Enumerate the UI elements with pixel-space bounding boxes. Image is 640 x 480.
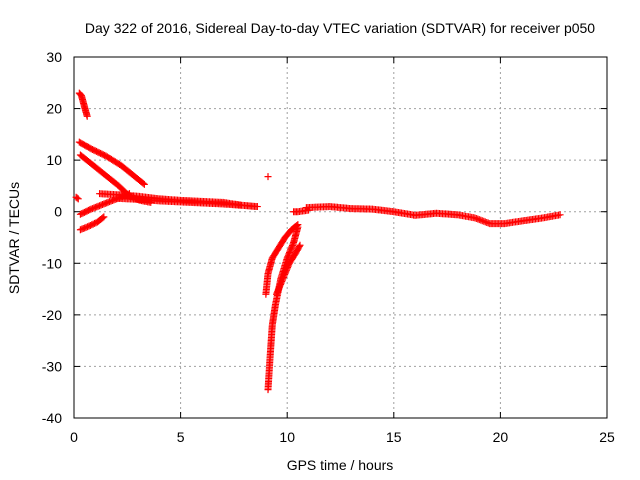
data-point [296,241,304,249]
y-tick-label: -40 [42,410,62,426]
x-tick-labels: 0 5 10 15 20 25 [70,429,615,445]
x-tick-label: 20 [493,429,509,445]
x-tick-label: 0 [70,429,78,445]
series-arc-14 [302,203,564,228]
y-tick-label: 10 [46,152,62,168]
y-tick-label: 20 [46,101,62,117]
x-axis-label: GPS time / hours [287,457,394,473]
data-point [556,211,564,219]
data-point [74,195,82,203]
series-arc-11 [262,221,302,298]
data-point [99,214,107,222]
data-point [140,180,148,188]
data-point [83,112,91,120]
y-tick-label: 0 [54,204,62,220]
series-arc-8 [113,194,261,211]
series-arc-9 [264,173,272,181]
plot-frame [73,56,608,419]
series-arc-3 [75,138,148,188]
x-tick-label: 25 [599,429,615,445]
data-point [295,243,303,251]
x-tick-label: 10 [279,429,295,445]
series-arc-12 [273,241,304,298]
chart-title: Day 322 of 2016, Sidereal Day-to-day VTE… [85,20,595,36]
axis-ticks [73,56,608,419]
series-arc-1 [72,193,82,203]
data-point [73,194,81,202]
y-tick-label: -30 [42,358,62,374]
data-point [264,173,272,181]
y-axis-label: SDTVAR / TECUs [6,182,22,294]
data-point [139,179,147,187]
data-point [293,221,301,229]
y-tick-label: -10 [42,255,62,271]
x-tick-label: 15 [386,429,402,445]
data-point [294,221,302,229]
y-tick-labels: -40 -30 -20 -10 0 10 20 30 [42,49,62,426]
data-points [72,89,564,394]
series-arc-2 [75,89,91,120]
data-point [100,213,108,221]
y-tick-label: -20 [42,307,62,323]
x-tick-label: 5 [177,429,185,445]
grid-lines [74,57,607,418]
data-point [253,203,261,211]
y-tick-label: 30 [46,49,62,65]
series-arc-6 [76,213,108,234]
